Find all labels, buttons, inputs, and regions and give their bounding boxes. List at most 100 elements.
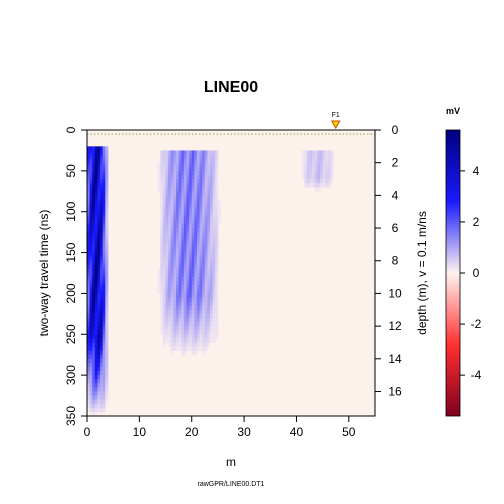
heatmap-cell [191, 236, 195, 241]
heatmap-cell [199, 228, 203, 233]
heatmap-cell [173, 154, 177, 159]
heatmap-cell [327, 179, 331, 184]
heatmap-cell [89, 236, 93, 241]
heatmap-cell [202, 326, 206, 331]
heatmap-cell [94, 232, 98, 237]
heatmap-cell [97, 407, 101, 413]
heatmap-cell [92, 313, 96, 319]
heatmap-cell [105, 146, 109, 151]
heatmap-cell [170, 150, 174, 155]
heatmap-cell [178, 330, 182, 335]
heatmap-cell [183, 326, 187, 331]
heatmap-cell [97, 403, 101, 409]
heatmap-cell [100, 383, 104, 388]
heatmap-cell [301, 170, 305, 176]
heatmap-cell [92, 260, 96, 266]
heatmap-cell [207, 158, 211, 164]
heatmap-cell [87, 207, 91, 213]
heatmap-cell [317, 166, 321, 172]
heatmap-cell [102, 277, 106, 282]
heatmap-cell [210, 297, 214, 302]
heatmap-cell [215, 240, 219, 245]
heatmap-cell [212, 170, 216, 176]
y2-axis-label: depth (m), v = 0.1 m/ns [415, 211, 429, 335]
y-tick-label: 100 [64, 201, 78, 221]
heatmap-cell [100, 330, 104, 335]
heatmap-cell [186, 150, 190, 155]
heatmap-cell [100, 264, 104, 270]
heatmap-cell [173, 199, 177, 204]
heatmap-cell [105, 215, 109, 221]
heatmap-cell [186, 232, 190, 237]
heatmap-cell [196, 154, 200, 159]
heatmap-cell [168, 248, 172, 253]
heatmap-cell [105, 289, 109, 294]
heatmap-cell [204, 223, 208, 229]
heatmap-cell [183, 174, 187, 180]
heatmap-cell [176, 252, 180, 258]
heatmap-cell [87, 391, 91, 396]
heatmap-cell [181, 158, 185, 164]
heatmap-cell [194, 252, 198, 258]
heatmap-cell [186, 313, 190, 319]
heatmap-cell [186, 187, 190, 192]
heatmap-cell [196, 248, 200, 253]
heatmap-cell [160, 244, 164, 249]
heatmap-cell [178, 317, 182, 323]
heatmap-cell [89, 330, 93, 335]
heatmap-cell [97, 215, 101, 221]
heatmap-cell [170, 248, 174, 253]
heatmap-cell [189, 273, 193, 278]
heatmap-cell [162, 166, 166, 172]
heatmap-cell [162, 191, 166, 196]
heatmap-cell [215, 326, 219, 331]
heatmap-cell [202, 350, 206, 356]
heatmap-cell [102, 330, 106, 335]
heatmap-cell [165, 268, 169, 274]
heatmap-cell [102, 338, 106, 343]
heatmap-cell [194, 342, 198, 347]
heatmap-cell [173, 248, 177, 253]
heatmap-cell [191, 277, 195, 282]
heatmap-cell [330, 150, 334, 155]
heatmap-cell [191, 183, 195, 188]
heatmap-cell [217, 211, 221, 217]
heatmap-cell [312, 174, 316, 180]
heatmap-cell [199, 309, 203, 315]
heatmap-cell [196, 330, 200, 335]
heatmap-cell [194, 285, 198, 290]
heatmap-cell [102, 322, 106, 327]
heatmap-cell [181, 309, 185, 315]
heatmap-cell [89, 273, 93, 278]
heatmap-cell [202, 158, 206, 164]
heatmap-cell [181, 338, 185, 343]
heatmap-cell [212, 158, 216, 164]
heatmap-cell [204, 297, 208, 302]
heatmap-cell [165, 154, 169, 159]
heatmap-cell [176, 240, 180, 245]
heatmap-cell [196, 203, 200, 209]
heatmap-cell [191, 252, 195, 258]
heatmap-cell [105, 223, 109, 229]
heatmap-cell [186, 273, 190, 278]
heatmap-cell [312, 150, 316, 155]
heatmap-cell [181, 252, 185, 258]
heatmap-cell [89, 260, 93, 266]
heatmap-cell [168, 158, 172, 164]
heatmap-cell [173, 322, 177, 327]
heatmap-cell [89, 350, 93, 356]
heatmap-cell [87, 375, 91, 380]
heatmap-cell [196, 342, 200, 347]
heatmap-cell [196, 285, 200, 290]
heatmap-cell [204, 207, 208, 213]
heatmap-cell [160, 268, 164, 274]
heatmap-cell [89, 366, 93, 372]
heatmap-cell [301, 174, 305, 180]
heatmap-cell [168, 285, 172, 290]
heatmap-cell [94, 330, 98, 335]
heatmap-cell [189, 179, 193, 184]
heatmap-cell [89, 166, 93, 172]
heatmap-cell [94, 146, 98, 151]
heatmap-cell [322, 179, 326, 184]
heatmap-cell [199, 342, 203, 347]
